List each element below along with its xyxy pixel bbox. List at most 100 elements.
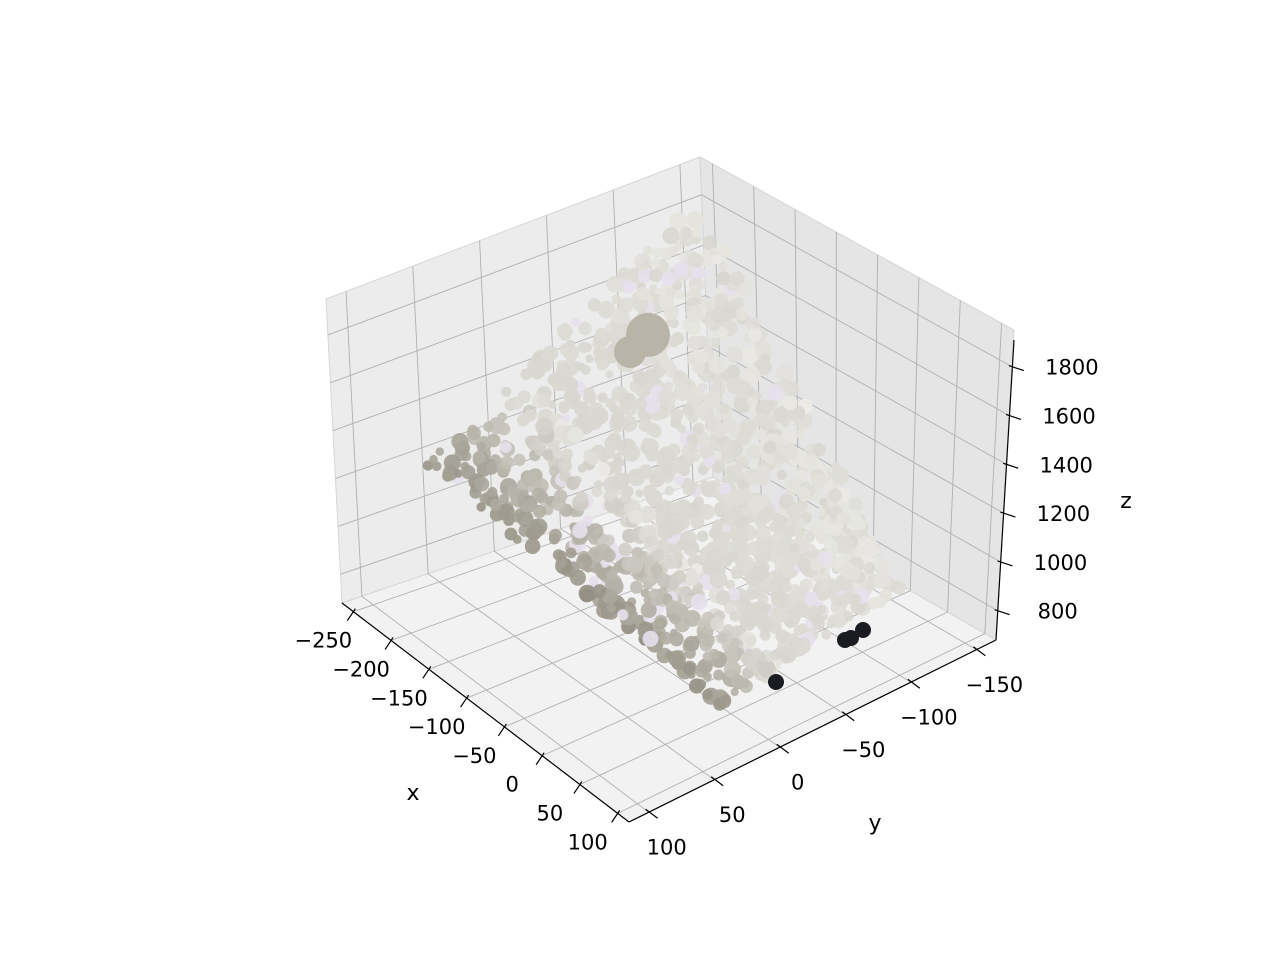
cloud-point (615, 324, 630, 338)
cloud-point (500, 441, 512, 454)
cloud-point (756, 540, 772, 555)
x-tick (535, 752, 545, 766)
cloud-point (562, 414, 571, 423)
z-tick-label: 1600 (1042, 404, 1095, 428)
cloud-point (553, 489, 568, 504)
cloud-point (577, 463, 587, 473)
cloud-point (746, 444, 762, 460)
cloud-point (487, 486, 498, 498)
cloud-point (658, 356, 671, 369)
cloud-point (682, 486, 691, 495)
z-tick (1000, 511, 1016, 518)
cloud-point (524, 409, 538, 422)
x-tick-label: 50 (537, 802, 564, 826)
cloud-point (752, 391, 762, 401)
x-axis-label: x (406, 781, 419, 806)
cloud-point (582, 342, 593, 353)
cloud-point (506, 485, 520, 499)
cloud-point (570, 317, 581, 327)
cloud-point (537, 394, 552, 408)
cloud-point (595, 327, 608, 341)
y-grid-wall (412, 266, 429, 574)
cloud-point (596, 358, 609, 371)
cloud-point (530, 518, 548, 535)
cloud-point (680, 530, 697, 547)
cloud-point (656, 573, 672, 588)
cloud-point (778, 579, 792, 593)
cloud-point (642, 245, 653, 256)
cloud-point (729, 271, 745, 286)
cloud-point (680, 226, 693, 239)
cloud-point (602, 548, 616, 563)
cloud-point (688, 444, 698, 454)
cloud-point (702, 235, 718, 250)
cloud-point (753, 568, 769, 584)
y-tick (841, 711, 855, 722)
axis-ticks: −250−200−150−100−50050100−150−100−500501… (294, 356, 1098, 860)
cloud-point (677, 424, 686, 434)
cloud-point (713, 669, 725, 681)
cloud-point (748, 602, 758, 613)
cloud-point (489, 498, 502, 511)
cloud-point (666, 518, 684, 535)
x-tick-label: −100 (408, 715, 466, 739)
cloud-point (682, 403, 695, 416)
cloud-point (542, 345, 559, 362)
cloud-point (746, 396, 756, 406)
y-tick-label: 50 (719, 803, 746, 827)
cloud-point (828, 488, 842, 503)
x-tick-label: −200 (332, 657, 390, 681)
cloud-point (776, 364, 794, 383)
x-tick-label: 0 (505, 773, 518, 797)
cloud-point (642, 484, 657, 499)
x-tick (573, 781, 583, 794)
y-axis-label: y (868, 811, 881, 836)
cloud-point (567, 427, 584, 444)
cloud-point (558, 401, 568, 410)
cloud-point (799, 578, 813, 592)
cloud-point (698, 504, 708, 514)
z-tick (994, 609, 1010, 616)
cloud-point (782, 395, 798, 411)
y-grid-wall (345, 291, 363, 597)
cloud-point (760, 668, 771, 678)
cloud-point (472, 451, 485, 464)
cloud-point (658, 389, 677, 408)
cloud-point (647, 588, 665, 606)
cloud-point (831, 466, 850, 485)
cloud-point (663, 555, 678, 570)
cloud-point (729, 610, 741, 622)
y-tick (645, 808, 659, 819)
cloud-point (673, 456, 690, 473)
cloud-point (705, 548, 724, 567)
cloud-point (583, 387, 595, 399)
cloud-point (559, 365, 569, 375)
cloud-point (592, 550, 601, 559)
cloud-point (706, 415, 719, 428)
cloud-point (665, 600, 680, 615)
cloud-point (821, 629, 832, 640)
cloud-point (674, 289, 685, 300)
cloud-point (477, 441, 487, 451)
cloud-point (642, 437, 651, 447)
x-tick (611, 810, 621, 823)
cloud-point-dark (837, 632, 853, 648)
cloud-point (587, 523, 604, 539)
x-tick (460, 694, 470, 708)
cloud-point (692, 227, 703, 238)
cloud-point (620, 415, 638, 432)
cloud-point (682, 662, 696, 675)
cloud-point (720, 448, 736, 464)
cloud-point (797, 558, 812, 573)
cloud-point (574, 401, 590, 417)
z-tick (997, 560, 1013, 567)
cloud-point (644, 536, 655, 548)
y-tick (710, 776, 724, 787)
cloud-point (868, 544, 881, 556)
cloud-point (640, 588, 650, 598)
cloud-point (768, 521, 780, 533)
cloud-point (673, 382, 692, 401)
cloud-point (710, 616, 724, 631)
cloud-point (792, 601, 809, 618)
cloud-point (858, 545, 869, 555)
